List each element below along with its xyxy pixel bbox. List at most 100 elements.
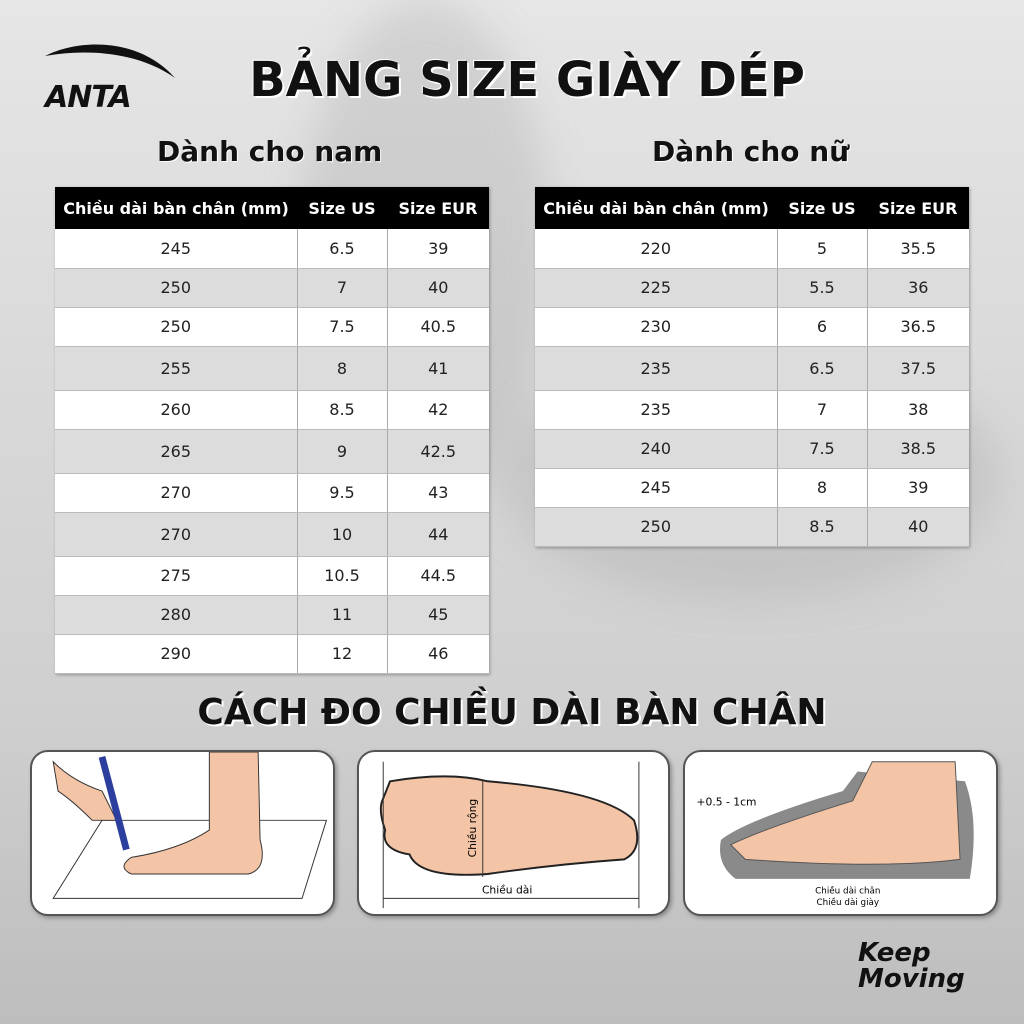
page-title: BẢNG SIZE GIÀY DÉP (249, 52, 805, 108)
width-label: Chiều rộng (466, 799, 479, 858)
table-cell: 40 (867, 507, 969, 547)
panel-shoe-side: +0.5 - 1cm Chiều dài chân Chiều dài giày (683, 750, 998, 916)
table-cell: 235 (535, 390, 778, 430)
table-cell: 40.5 (387, 307, 489, 347)
table-cell: 36.5 (867, 307, 969, 347)
table-cell: 8.5 (297, 390, 388, 430)
table-cell: 8 (777, 468, 868, 508)
table-row: 250 7.5 40.5 (55, 307, 489, 347)
table-cell: 6.5 (297, 229, 388, 269)
table-cell: 45 (387, 595, 489, 635)
table-row: 250 7 40 (55, 268, 489, 308)
table-cell: 220 (535, 229, 778, 269)
table-cell: 10.5 (297, 556, 388, 596)
table-row: 270 9.5 43 (55, 473, 489, 513)
table-cell: 42 (387, 390, 489, 430)
table-cell: 38 (867, 390, 969, 430)
table-cell: 7 (297, 268, 388, 308)
table-cell: 8 (297, 346, 388, 391)
table-cell: 43 (387, 473, 489, 513)
table-cell: 9.5 (297, 473, 388, 513)
table-cell: 11 (297, 595, 388, 635)
table-row: 235 7 38 (535, 390, 969, 430)
foot-top-illustration: Chiều dài Chiều rộng (379, 761, 640, 909)
table-cell: 44 (387, 512, 489, 557)
keep-moving-logo: Keep Moving (858, 940, 965, 992)
women-size-table: Chiều dài bàn chân (mm) Size US Size EUR 22… (535, 187, 969, 547)
allowance-label: +0.5 - 1cm (697, 796, 757, 809)
table-cell: 270 (55, 512, 298, 557)
table-cell: 245 (55, 229, 298, 269)
column-header: Size EUR (387, 187, 489, 229)
brand-name: ANTA (45, 80, 132, 115)
table-cell: 6.5 (777, 346, 868, 391)
table-row: 265 9 42.5 (55, 429, 489, 474)
table-cell: 245 (535, 468, 778, 508)
table-cell: 39 (387, 229, 489, 269)
table-cell: 38.5 (867, 429, 969, 469)
table-row: 220 5 35.5 (535, 229, 969, 269)
table-row: 245 8 39 (535, 468, 969, 508)
table-cell: 230 (535, 307, 778, 347)
table-row: 260 8.5 42 (55, 390, 489, 430)
table-row: 275 10.5 44.5 (55, 556, 489, 596)
table-row: 270 10 44 (55, 512, 489, 557)
measure-heading: CÁCH ĐO CHIỀU DÀI BÀN CHÂN (197, 692, 827, 733)
length-label: Chiều dài (482, 884, 532, 897)
anta-swoosh-icon (45, 44, 175, 78)
table-cell: 42.5 (387, 429, 489, 474)
table-cell: 250 (535, 507, 778, 547)
slogan-line1: Keep (858, 938, 931, 968)
table-row: 280 11 45 (55, 595, 489, 635)
table-cell: 37.5 (867, 346, 969, 391)
header-row: Chiều dài bàn chân (mm) Size US Size EUR (55, 187, 489, 229)
shoe-length-label: Chiều dài giày (817, 897, 880, 908)
table-cell: 7.5 (777, 429, 868, 469)
table-row: 245 6.5 39 (55, 229, 489, 269)
slogan-line2: Moving (858, 964, 965, 994)
column-header: Chiều dài bàn chân (mm) (55, 187, 297, 229)
table-cell: 7.5 (297, 307, 388, 347)
table-cell: 44.5 (387, 556, 489, 596)
women-heading: Dành cho nữ (652, 135, 850, 168)
table-row: 230 6 36.5 (535, 307, 969, 347)
table-row: 225 5.5 36 (535, 268, 969, 308)
table-cell: 5 (777, 229, 868, 269)
table-cell: 12 (297, 634, 388, 674)
table-cell: 39 (867, 468, 969, 508)
table-row: 235 6.5 37.5 (535, 346, 969, 391)
table-cell: 250 (55, 307, 298, 347)
table-cell: 40 (387, 268, 489, 308)
panel-foot-top: Chiều dài Chiều rộng (357, 750, 670, 916)
panel-tracing-foot (30, 750, 335, 916)
table-cell: 290 (55, 634, 298, 674)
table-cell: 275 (55, 556, 298, 596)
table-cell: 260 (55, 390, 298, 430)
table-cell: 36 (867, 268, 969, 308)
column-header: Size US (297, 187, 387, 229)
table-cell: 225 (535, 268, 778, 308)
table-cell: 10 (297, 512, 388, 557)
table-cell: 8.5 (777, 507, 868, 547)
table-cell: 46 (387, 634, 489, 674)
table-row: 240 7.5 38.5 (535, 429, 969, 469)
table-cell: 250 (55, 268, 298, 308)
table-row: 290 12 46 (55, 634, 489, 674)
table-cell: 6 (777, 307, 868, 347)
table-cell: 235 (535, 346, 778, 391)
men-heading: Dành cho nam (157, 135, 383, 168)
tracing-foot-illustration (52, 752, 328, 899)
column-header: Size EUR (867, 187, 969, 229)
column-header: Chiều dài bàn chân (mm) (535, 187, 777, 229)
shoe-side-illustration: +0.5 - 1cm Chiều dài chân Chiều dài giày (697, 761, 974, 908)
table-cell: 280 (55, 595, 298, 635)
column-header: Size US (777, 187, 867, 229)
anta-logo: ANTA (40, 38, 180, 118)
table-cell: 240 (535, 429, 778, 469)
table-cell: 5.5 (777, 268, 868, 308)
table-cell: 7 (777, 390, 868, 430)
table-row: 255 8 41 (55, 346, 489, 391)
table-cell: 255 (55, 346, 298, 391)
table-cell: 9 (297, 429, 388, 474)
table-cell: 270 (55, 473, 298, 513)
